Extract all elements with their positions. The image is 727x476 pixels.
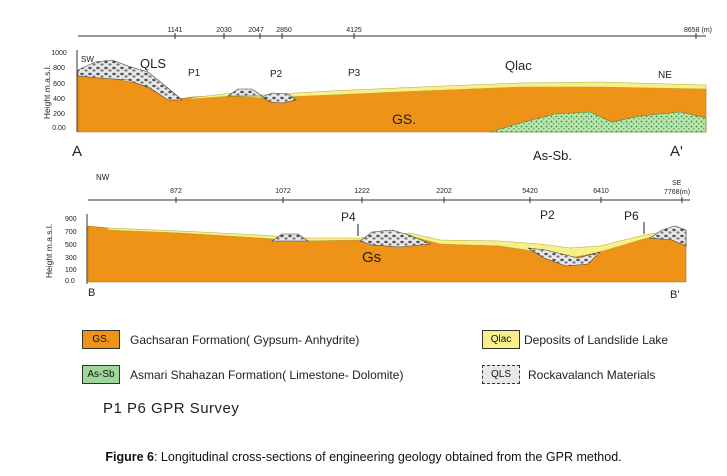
top-tick-2850: 2850 — [276, 27, 292, 34]
asmari-top-body — [489, 111, 707, 133]
top-tick-1141: 1141 — [167, 27, 182, 34]
bottom-y-500: 500 — [65, 242, 77, 249]
top-tick-2047: 2047 — [248, 27, 264, 34]
top-y-400: 400 — [53, 96, 65, 103]
rock-mass-top-3 — [261, 92, 297, 104]
bottom-tick-1222: 1222 — [354, 188, 370, 195]
bottom-tick-2202: 2202 — [436, 188, 452, 195]
bottom-y-label: Height m.a.s.l. — [44, 224, 54, 278]
label-p6: P6 — [624, 209, 639, 223]
bottom-y-300: 300 — [65, 255, 77, 262]
rock-mass-bottom-3 — [527, 247, 602, 267]
point-a: A — [72, 143, 82, 160]
top-start-direction: SW — [81, 55, 94, 64]
label-p1-top: P1 — [188, 68, 201, 79]
legend-gs-swatch: GS. — [82, 330, 120, 349]
profile-bottom: NW 872 1072 1222 2202 5420 6410 SE 7768(… — [44, 173, 690, 301]
figure-caption-text: : Longitudinal cross-sections of enginee… — [153, 450, 622, 464]
rock-mass-bottom-1 — [271, 233, 309, 242]
top-y-0: 0.00 — [52, 125, 66, 132]
label-gs-bottom: Gs — [362, 249, 381, 266]
label-as-sb: As-Sb. — [533, 148, 572, 163]
bottom-tick-1072: 1072 — [275, 188, 291, 195]
top-tick-8658: 8658 (m) — [684, 27, 712, 34]
rock-mass-top-2 — [227, 88, 263, 97]
top-y-600: 600 — [53, 81, 65, 88]
top-y-1000: 1000 — [51, 50, 67, 57]
point-b: B — [88, 287, 95, 299]
rock-mass-bottom-2 — [359, 229, 432, 248]
label-qls: QLS — [140, 56, 166, 71]
bottom-start-direction: NW — [96, 173, 110, 182]
top-tick-4125: 4125 — [346, 27, 362, 34]
label-p3-top: P3 — [348, 68, 361, 79]
rock-mass-bottom-4 — [649, 225, 687, 247]
profile-top: 1141 2030 2047 2850 4125 8658 (m) 1000 8… — [42, 27, 712, 163]
top-y-label: Height m.a.s.l. — [42, 65, 52, 119]
top-y-200: 200 — [53, 111, 65, 118]
bottom-tick-5420: 5420 — [522, 188, 538, 195]
gpr-survey-note: P1 P6 GPR Survey — [103, 400, 240, 417]
figure-caption-label: Figure 6 — [105, 450, 154, 464]
bottom-y-700: 700 — [65, 229, 77, 236]
bottom-tick-7768: 7768(m) — [664, 189, 690, 196]
rock-mass-top-1 — [77, 59, 183, 101]
lake-deposits-top — [189, 81, 707, 100]
figure-caption: Figure 6: Longitudinal cross-sections of… — [0, 450, 727, 464]
point-b-prime: B' — [670, 289, 679, 301]
label-qlac: Qlac — [505, 58, 532, 73]
label-p4: P4 — [341, 210, 356, 224]
legend-qls-swatch: QLS — [482, 365, 520, 384]
legend-qlac-label: Deposits of Landslide Lake — [524, 333, 669, 347]
legend-gs-label: Gachsaran Formation( Gypsum- Anhydrite) — [130, 333, 360, 347]
legend-as-swatch: As-Sb — [82, 365, 120, 384]
label-gs-top: GS. — [392, 111, 416, 127]
label-p2-bottom: P2 — [540, 208, 555, 222]
point-a-prime: A' — [670, 143, 683, 160]
bottom-y-100: 100 — [65, 267, 77, 274]
bottom-y-900: 900 — [65, 216, 77, 223]
bottom-end-direction: SE — [672, 180, 682, 187]
legend-qlac-swatch: Qlac — [482, 330, 520, 349]
legend-as-label: Asmari Shahazan Formation( Limestone- Do… — [130, 368, 404, 382]
label-p2-top: P2 — [270, 69, 283, 80]
top-y-800: 800 — [53, 65, 65, 72]
top-tick-2030: 2030 — [216, 27, 232, 34]
top-end-direction: NE — [658, 70, 672, 81]
bottom-tick-872: 872 — [170, 188, 182, 195]
bottom-y-0: 0.0 — [65, 278, 75, 285]
bottom-tick-6410: 6410 — [593, 188, 609, 195]
legend-qls-label: Rockavalanch Materials — [528, 368, 656, 382]
